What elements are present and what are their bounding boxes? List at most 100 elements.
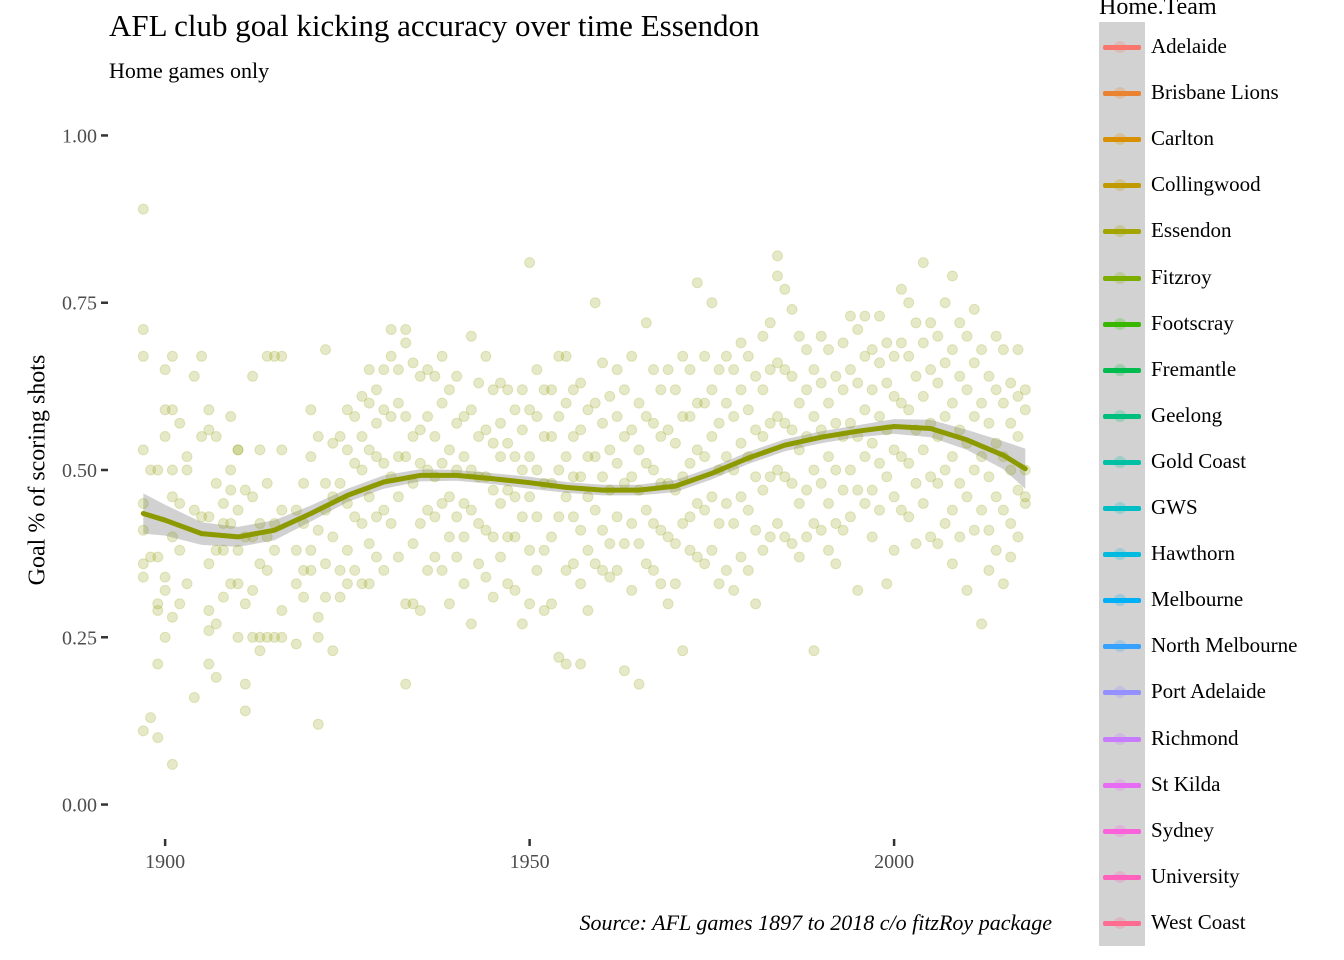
data-point <box>655 524 667 536</box>
data-point <box>181 451 193 463</box>
data-point <box>618 431 630 442</box>
data-point <box>976 451 988 463</box>
data-point <box>611 457 623 469</box>
data-point <box>684 544 696 556</box>
data-point <box>203 658 215 670</box>
data-point <box>188 692 200 703</box>
legend-label: West Coast <box>1151 909 1246 934</box>
data-point <box>159 364 171 376</box>
data-point <box>400 337 412 349</box>
legend-key-background <box>1099 22 1145 946</box>
data-point <box>823 498 834 509</box>
data-point <box>684 364 696 376</box>
data-point <box>582 491 594 503</box>
data-point <box>990 544 1002 556</box>
data-point <box>407 431 419 442</box>
data-point <box>378 404 390 416</box>
data-point <box>152 732 164 744</box>
data-point <box>648 518 659 529</box>
data-point <box>640 317 652 329</box>
data-point <box>961 491 973 503</box>
data-point <box>720 564 732 576</box>
y-axis: 0.00 0.25 0.50 0.75 1.00 <box>62 125 108 817</box>
data-point <box>662 364 674 376</box>
legend-item: Fremantle <box>1099 355 1339 385</box>
data-point <box>742 404 754 416</box>
legend-item: St Kilda <box>1099 770 1339 800</box>
legend-item: West Coast <box>1099 908 1339 938</box>
data-point <box>910 477 922 489</box>
data-point <box>954 317 966 329</box>
data-point <box>575 377 587 389</box>
data-point <box>939 518 951 529</box>
data-point <box>567 511 579 523</box>
data-point <box>239 484 251 496</box>
data-point <box>1019 404 1031 416</box>
legend-point-swatch <box>1114 548 1126 561</box>
data-point <box>341 444 353 456</box>
data-point <box>779 417 791 429</box>
data-point <box>917 337 929 349</box>
data-point <box>874 504 885 516</box>
data-point <box>793 330 805 342</box>
legend-line-swatch <box>1103 782 1141 788</box>
data-point <box>524 598 536 610</box>
data-point <box>699 504 711 516</box>
data-point <box>422 564 434 576</box>
data-point <box>852 584 864 596</box>
data-point <box>655 384 667 396</box>
data-point <box>349 564 361 576</box>
data-point <box>203 558 215 570</box>
data-point <box>516 464 528 476</box>
data-point <box>903 511 915 523</box>
data-point <box>363 491 375 503</box>
legend-label: Port Adelaide <box>1151 679 1266 704</box>
legend-label: University <box>1151 863 1240 888</box>
data-point <box>385 324 397 335</box>
data-point <box>961 584 973 596</box>
data-point <box>866 484 878 496</box>
data-point <box>830 558 842 570</box>
data-point <box>290 578 302 590</box>
data-point <box>247 491 259 503</box>
data-point <box>983 417 995 429</box>
data-point <box>713 578 725 590</box>
data-point <box>917 257 929 269</box>
data-point <box>888 544 900 556</box>
data-point <box>895 451 907 463</box>
data-point <box>516 384 528 396</box>
legend-item: Fitzroy <box>1099 263 1339 293</box>
data-point <box>976 504 988 516</box>
data-point <box>385 518 397 529</box>
y-tick-label: 0.00 <box>62 795 97 817</box>
data-point <box>247 370 259 382</box>
data-point <box>392 451 404 463</box>
data-point <box>487 591 499 603</box>
data-point <box>990 437 1002 449</box>
data-point <box>159 431 171 442</box>
data-point <box>567 558 579 570</box>
data-point <box>735 384 747 396</box>
data-point <box>203 424 215 436</box>
data-point <box>356 431 368 442</box>
legend-point-swatch <box>1114 640 1126 653</box>
data-point <box>546 598 557 610</box>
legend-line-swatch <box>1103 137 1141 143</box>
data-point <box>844 464 856 476</box>
data-point <box>203 605 215 616</box>
data-point <box>261 350 273 362</box>
legend-label: Essendon <box>1151 218 1232 243</box>
legend-item: University <box>1099 862 1339 892</box>
data-point <box>392 397 404 409</box>
data-point <box>772 518 783 529</box>
data-point <box>917 390 929 402</box>
data-point <box>801 384 813 396</box>
data-point <box>976 344 988 356</box>
data-point <box>764 471 776 483</box>
data-point <box>633 678 645 690</box>
data-point <box>1005 464 1017 476</box>
data-point <box>473 431 485 442</box>
data-point <box>371 451 382 463</box>
data-point <box>815 524 827 536</box>
